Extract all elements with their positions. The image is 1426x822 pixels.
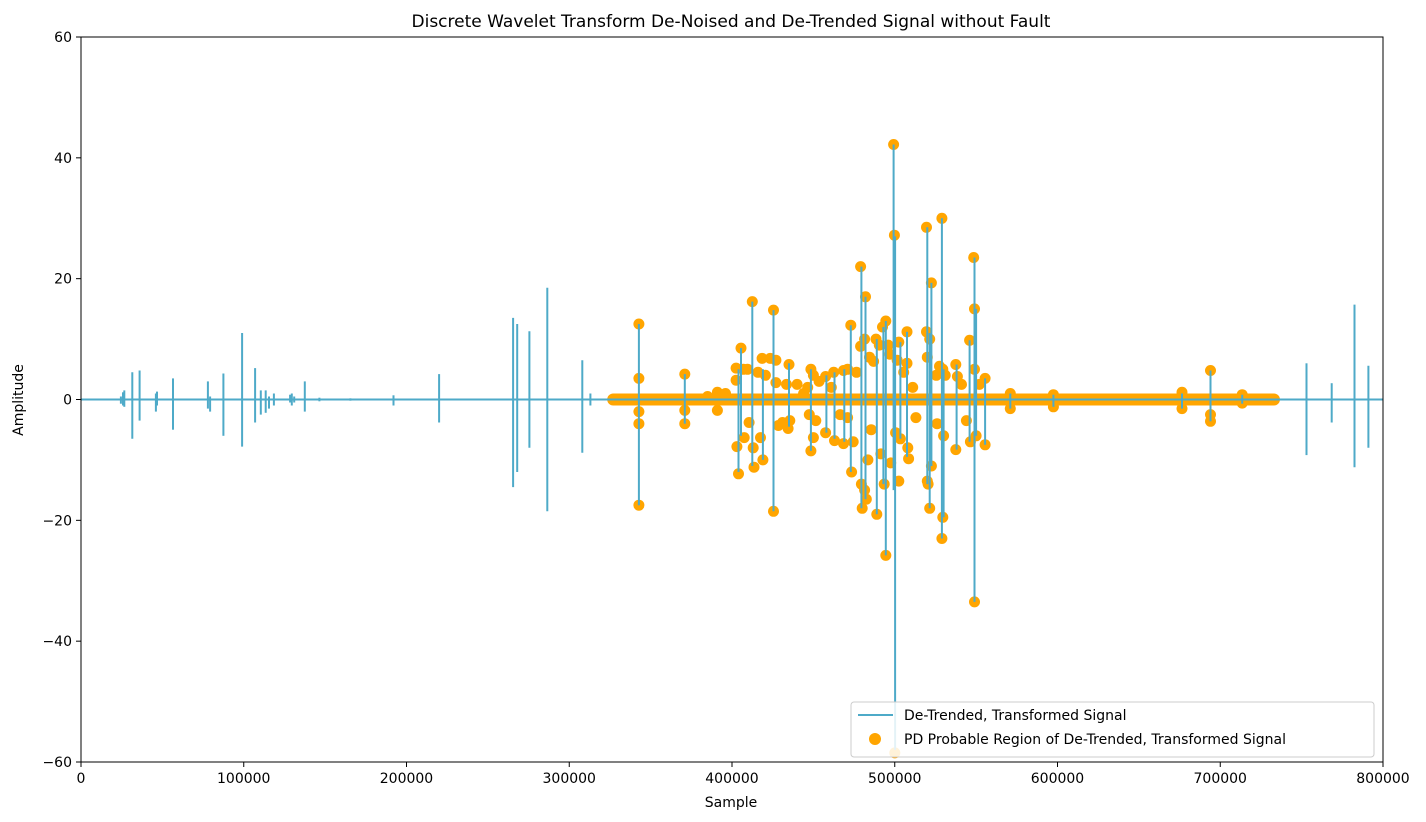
probable-point [770, 354, 782, 366]
probable-point [931, 418, 943, 430]
probable-point [847, 436, 859, 448]
probable-point [711, 404, 723, 416]
probable-point [1176, 386, 1188, 398]
x-tick-label: 700000 [1194, 771, 1247, 787]
y-axis: −60 −40 −20 0 20 40 60 [42, 30, 81, 771]
probable-point [851, 366, 862, 378]
probable-point [759, 369, 771, 381]
y-tick-label: −20 [42, 513, 72, 529]
probable-point [781, 378, 792, 390]
probable-point [829, 435, 840, 447]
y-tick-label: −40 [42, 634, 72, 650]
probable-point [810, 415, 822, 427]
x-tick-label: 800000 [1356, 771, 1409, 787]
x-tick-label: 300000 [543, 771, 596, 787]
y-tick-label: 60 [54, 30, 72, 46]
probable-point [720, 388, 731, 399]
probable-point [748, 461, 760, 473]
probable-point [791, 378, 803, 390]
x-tick-label: 400000 [705, 771, 758, 787]
y-tick-label: 40 [54, 151, 72, 167]
probable-point [903, 453, 915, 465]
probable-point [755, 432, 766, 444]
probable-point [711, 386, 723, 398]
legend-label-probable: PD Probable Region of De-Trended, Transf… [904, 732, 1286, 748]
probable-point [956, 378, 967, 390]
x-tick-label: 0 [77, 771, 86, 787]
x-axis-label: Sample [705, 795, 758, 811]
legend-dot-swatch [869, 733, 881, 745]
probable-point [742, 363, 753, 375]
probable-point [862, 454, 874, 466]
y-tick-label: −60 [42, 755, 72, 771]
legend-box [850, 701, 1375, 758]
legend: De-Trended, Transformed Signal PD Probab… [850, 701, 1375, 758]
probable-point [756, 352, 768, 364]
probable-point [807, 432, 819, 444]
x-tick-label: 200000 [380, 771, 433, 787]
y-tick-label: 0 [63, 393, 72, 409]
probable-point [910, 412, 922, 424]
probable-point [865, 424, 877, 436]
y-axis-label: Amplitude [11, 364, 27, 436]
x-axis: 0 100000 200000 300000 400000 500000 600000 700… [77, 762, 1410, 787]
probable-point [907, 381, 919, 393]
legend-label-signal: De-Trended, Transformed Signal [904, 708, 1126, 724]
x-tick-label: 100000 [217, 771, 270, 787]
x-tick-label: 500000 [868, 771, 921, 787]
probable-point [730, 374, 742, 386]
probable-point [733, 468, 744, 480]
probable-point [731, 441, 743, 453]
probable-point [838, 438, 849, 450]
chart-title: Discrete Wavelet Transform De-Noised and… [412, 12, 1051, 32]
probable-point [770, 377, 782, 389]
y-tick-label: 20 [54, 272, 72, 288]
line-layer [81, 144, 1383, 750]
x-tick-label: 600000 [1031, 771, 1084, 787]
